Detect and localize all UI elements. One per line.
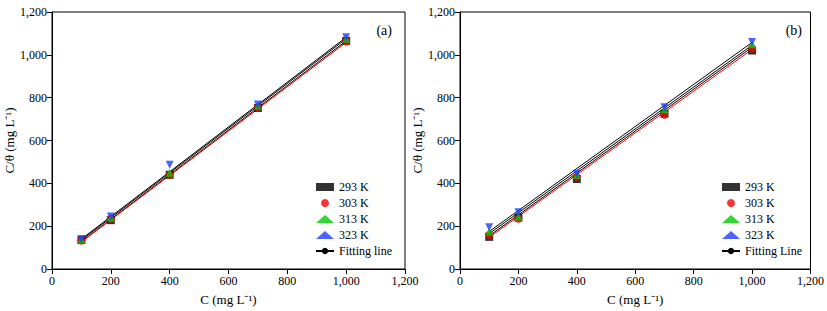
svg-text:1,000: 1,000 [739,274,766,288]
svg-text:303 K: 303 K [745,196,775,210]
svg-text:600: 600 [220,274,238,288]
svg-text:400: 400 [29,176,47,190]
svg-text:323 K: 323 K [745,228,775,242]
svg-text:C/θ (mg L⁻¹): C/θ (mg L⁻¹) [2,107,17,173]
svg-text:0: 0 [457,274,463,288]
svg-text:200: 200 [102,274,120,288]
svg-text:293 K: 293 K [745,180,775,194]
svg-text:800: 800 [437,91,455,105]
svg-text:200: 200 [29,219,47,233]
svg-text:1,000: 1,000 [20,48,47,62]
svg-text:1,200: 1,200 [428,5,455,19]
svg-text:1,200: 1,200 [20,5,47,19]
svg-text:400: 400 [161,274,179,288]
svg-text:323 K: 323 K [339,228,369,242]
svg-text:400: 400 [568,274,586,288]
svg-text:600: 600 [29,134,47,148]
svg-text:C (mg L⁻¹): C (mg L⁻¹) [200,292,256,307]
svg-text:C (mg L⁻¹): C (mg L⁻¹) [607,292,663,307]
svg-text:(a): (a) [376,23,392,39]
svg-text:1,200: 1,200 [392,274,419,288]
svg-text:C/θ (mg L⁻¹): C/θ (mg L⁻¹) [410,107,425,173]
svg-text:600: 600 [626,274,644,288]
svg-text:800: 800 [29,91,47,105]
svg-text:600: 600 [437,134,455,148]
svg-text:400: 400 [437,176,455,190]
svg-text:200: 200 [437,219,455,233]
svg-text:313 K: 313 K [745,212,775,226]
svg-text:1,000: 1,000 [428,48,455,62]
svg-text:303 K: 303 K [339,196,369,210]
svg-text:0: 0 [49,274,55,288]
svg-text:313 K: 313 K [339,212,369,226]
svg-text:1,200: 1,200 [797,274,824,288]
svg-text:200: 200 [509,274,527,288]
svg-text:293 K: 293 K [339,180,369,194]
svg-text:Fitting line: Fitting line [339,244,392,258]
svg-text:800: 800 [278,274,296,288]
svg-text:1,000: 1,000 [333,274,360,288]
svg-text:Fitting Line: Fitting Line [745,244,802,258]
svg-text:0: 0 [449,262,455,276]
svg-text:0: 0 [41,262,47,276]
svg-text:800: 800 [685,274,703,288]
svg-text:(b): (b) [786,23,803,39]
